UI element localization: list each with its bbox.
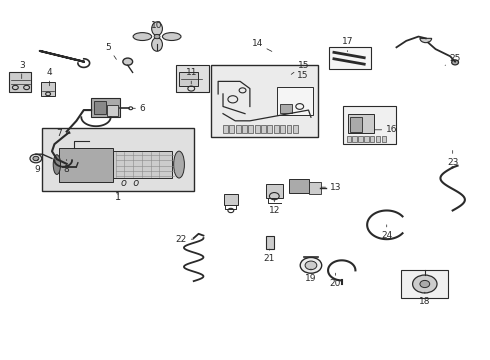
- Ellipse shape: [152, 22, 162, 36]
- Text: 25: 25: [445, 54, 461, 66]
- Text: 20: 20: [330, 273, 341, 288]
- Text: 7: 7: [56, 129, 70, 138]
- Bar: [268, 126, 272, 133]
- Text: 11: 11: [186, 68, 197, 84]
- Bar: [401, 270, 448, 298]
- Bar: [280, 126, 285, 133]
- Bar: [352, 136, 357, 142]
- Bar: [94, 101, 106, 114]
- Bar: [370, 136, 374, 142]
- Bar: [364, 136, 368, 142]
- Text: 4: 4: [47, 68, 52, 86]
- Ellipse shape: [133, 33, 152, 41]
- Bar: [211, 65, 318, 137]
- Bar: [287, 126, 292, 133]
- Bar: [242, 126, 247, 133]
- Bar: [329, 46, 370, 69]
- Bar: [277, 87, 314, 116]
- Bar: [91, 98, 121, 117]
- Text: 1: 1: [115, 192, 121, 202]
- Text: 3: 3: [19, 61, 25, 78]
- Bar: [343, 107, 396, 144]
- Circle shape: [123, 58, 133, 65]
- Text: 16: 16: [375, 125, 397, 134]
- Bar: [59, 148, 113, 182]
- Bar: [107, 105, 118, 116]
- Text: 15: 15: [297, 71, 308, 80]
- Ellipse shape: [152, 38, 162, 51]
- Bar: [309, 182, 321, 194]
- Text: 6: 6: [133, 104, 145, 113]
- Bar: [376, 136, 380, 142]
- Bar: [274, 126, 279, 133]
- Text: 14: 14: [251, 39, 272, 51]
- Circle shape: [452, 60, 459, 65]
- Bar: [289, 179, 309, 193]
- Text: 9: 9: [34, 159, 40, 174]
- Ellipse shape: [162, 33, 181, 41]
- Bar: [236, 126, 241, 133]
- Circle shape: [305, 261, 317, 270]
- Text: 17: 17: [342, 37, 353, 51]
- Bar: [224, 194, 238, 205]
- Text: 13: 13: [321, 183, 341, 192]
- Bar: [280, 104, 293, 113]
- Text: 10: 10: [151, 21, 163, 35]
- Text: 5: 5: [105, 43, 117, 59]
- Text: 21: 21: [264, 249, 275, 264]
- Bar: [113, 151, 172, 178]
- Circle shape: [300, 257, 322, 273]
- Bar: [346, 136, 351, 142]
- Bar: [229, 126, 234, 133]
- Text: 8: 8: [64, 159, 70, 174]
- Bar: [266, 236, 274, 249]
- Bar: [347, 114, 374, 134]
- Text: 23: 23: [447, 150, 458, 167]
- Bar: [255, 126, 260, 133]
- Bar: [266, 184, 283, 198]
- Text: 22: 22: [176, 235, 194, 244]
- Bar: [9, 72, 31, 92]
- Bar: [350, 117, 362, 132]
- Bar: [42, 128, 194, 191]
- Ellipse shape: [53, 155, 61, 175]
- Text: o  o: o o: [121, 178, 139, 188]
- Bar: [223, 126, 228, 133]
- Bar: [175, 65, 209, 92]
- Bar: [293, 126, 298, 133]
- Wedge shape: [420, 39, 432, 42]
- Bar: [358, 136, 363, 142]
- Bar: [178, 72, 198, 86]
- Bar: [41, 82, 55, 96]
- Text: 19: 19: [305, 269, 317, 283]
- Circle shape: [413, 275, 437, 293]
- Text: 24: 24: [381, 225, 392, 240]
- Circle shape: [33, 156, 39, 161]
- Text: 15: 15: [291, 61, 309, 75]
- Circle shape: [420, 280, 430, 288]
- Text: 18: 18: [419, 292, 431, 306]
- Bar: [261, 126, 266, 133]
- Ellipse shape: [154, 35, 160, 39]
- Bar: [248, 126, 253, 133]
- Bar: [382, 136, 386, 142]
- Circle shape: [30, 154, 42, 163]
- Ellipse shape: [173, 151, 184, 178]
- Text: 12: 12: [269, 199, 280, 215]
